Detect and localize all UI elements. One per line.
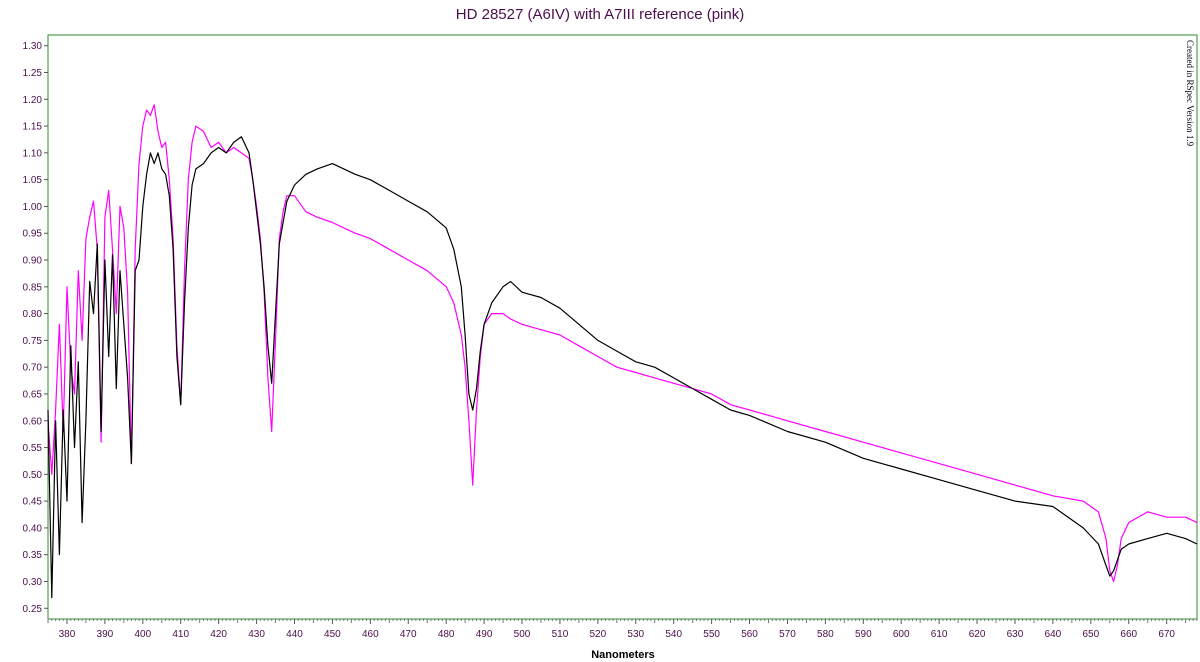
x-tick-label: 500 [514, 629, 531, 640]
y-tick-label: 0.25 [23, 604, 43, 615]
y-tick-label: 0.55 [23, 443, 43, 454]
chart-title: HD 28527 (A6IV) with A7III reference (pi… [456, 6, 744, 23]
y-tick-label: 0.85 [23, 282, 43, 293]
x-tick-label: 460 [362, 629, 379, 640]
series-layer [47, 104, 1198, 599]
x-tick-label: 650 [1082, 629, 1099, 640]
y-tick-label: 0.95 [23, 229, 43, 240]
x-tick-label: 480 [438, 629, 455, 640]
x-tick-label: 400 [134, 629, 151, 640]
x-tick-label: 630 [1007, 629, 1024, 640]
reference-spectrum-line [47, 104, 1198, 583]
x-tick-label: 660 [1120, 629, 1137, 640]
y-tick-label: 0.30 [23, 577, 43, 588]
target-spectrum-line [47, 136, 1198, 599]
x-axis: 380 390 400 410 420 430 440 450 460 470 480 490 500 5… [47, 619, 1198, 640]
x-tick-label: 530 [627, 629, 644, 640]
x-tick-label: 510 [552, 629, 569, 640]
y-tick-label: 0.90 [23, 256, 43, 267]
x-tick-label: 470 [400, 629, 417, 640]
y-axis: 0.25 0.30 0.35 0.40 0.45 0.50 0.55 0.60 0.65 0.70… [23, 41, 48, 615]
x-tick-label: 380 [59, 629, 76, 640]
y-tick-label: 0.45 [23, 497, 43, 508]
x-tick-label: 450 [324, 629, 341, 640]
y-tick-label: 0.80 [23, 309, 43, 320]
y-tick-label: 0.75 [23, 336, 43, 347]
y-tick-label: 0.65 [23, 389, 43, 400]
y-tick-label: 0.35 [23, 550, 43, 561]
y-tick-label: 1.20 [23, 95, 43, 106]
plot-frame [47, 34, 1198, 620]
y-tick-label: 0.40 [23, 523, 43, 534]
x-tick-label: 590 [855, 629, 872, 640]
x-tick-label: 440 [286, 629, 303, 640]
x-tick-label: 430 [248, 629, 265, 640]
y-tick-label: 0.60 [23, 416, 43, 427]
y-tick-label: 1.05 [23, 175, 43, 186]
y-tick-label: 1.25 [23, 68, 43, 79]
x-tick-label: 610 [931, 629, 948, 640]
x-axis-title: Nanometers [591, 649, 655, 661]
x-tick-label: 410 [172, 629, 189, 640]
x-tick-label: 570 [779, 629, 796, 640]
x-tick-label: 420 [210, 629, 227, 640]
x-tick-label: 490 [476, 629, 493, 640]
x-tick-label: 560 [741, 629, 758, 640]
x-tick-label: 390 [97, 629, 114, 640]
x-tick-label: 520 [590, 629, 607, 640]
y-tick-label: 1.00 [23, 202, 43, 213]
x-tick-label: 580 [817, 629, 834, 640]
y-tick-label: 1.15 [23, 122, 43, 133]
x-tick-label: 540 [665, 629, 682, 640]
x-tick-label: 670 [1158, 629, 1175, 640]
y-tick-label: 1.30 [23, 41, 43, 52]
y-tick-label: 0.50 [23, 470, 43, 481]
x-tick-label: 640 [1045, 629, 1062, 640]
x-tick-label: 550 [703, 629, 720, 640]
rspec-watermark: Created in RSpec Version 1.9 [1185, 40, 1195, 147]
x-tick-label: 600 [893, 629, 910, 640]
y-tick-label: 0.70 [23, 363, 43, 374]
x-tick-label: 620 [969, 629, 986, 640]
y-tick-label: 1.10 [23, 148, 43, 159]
